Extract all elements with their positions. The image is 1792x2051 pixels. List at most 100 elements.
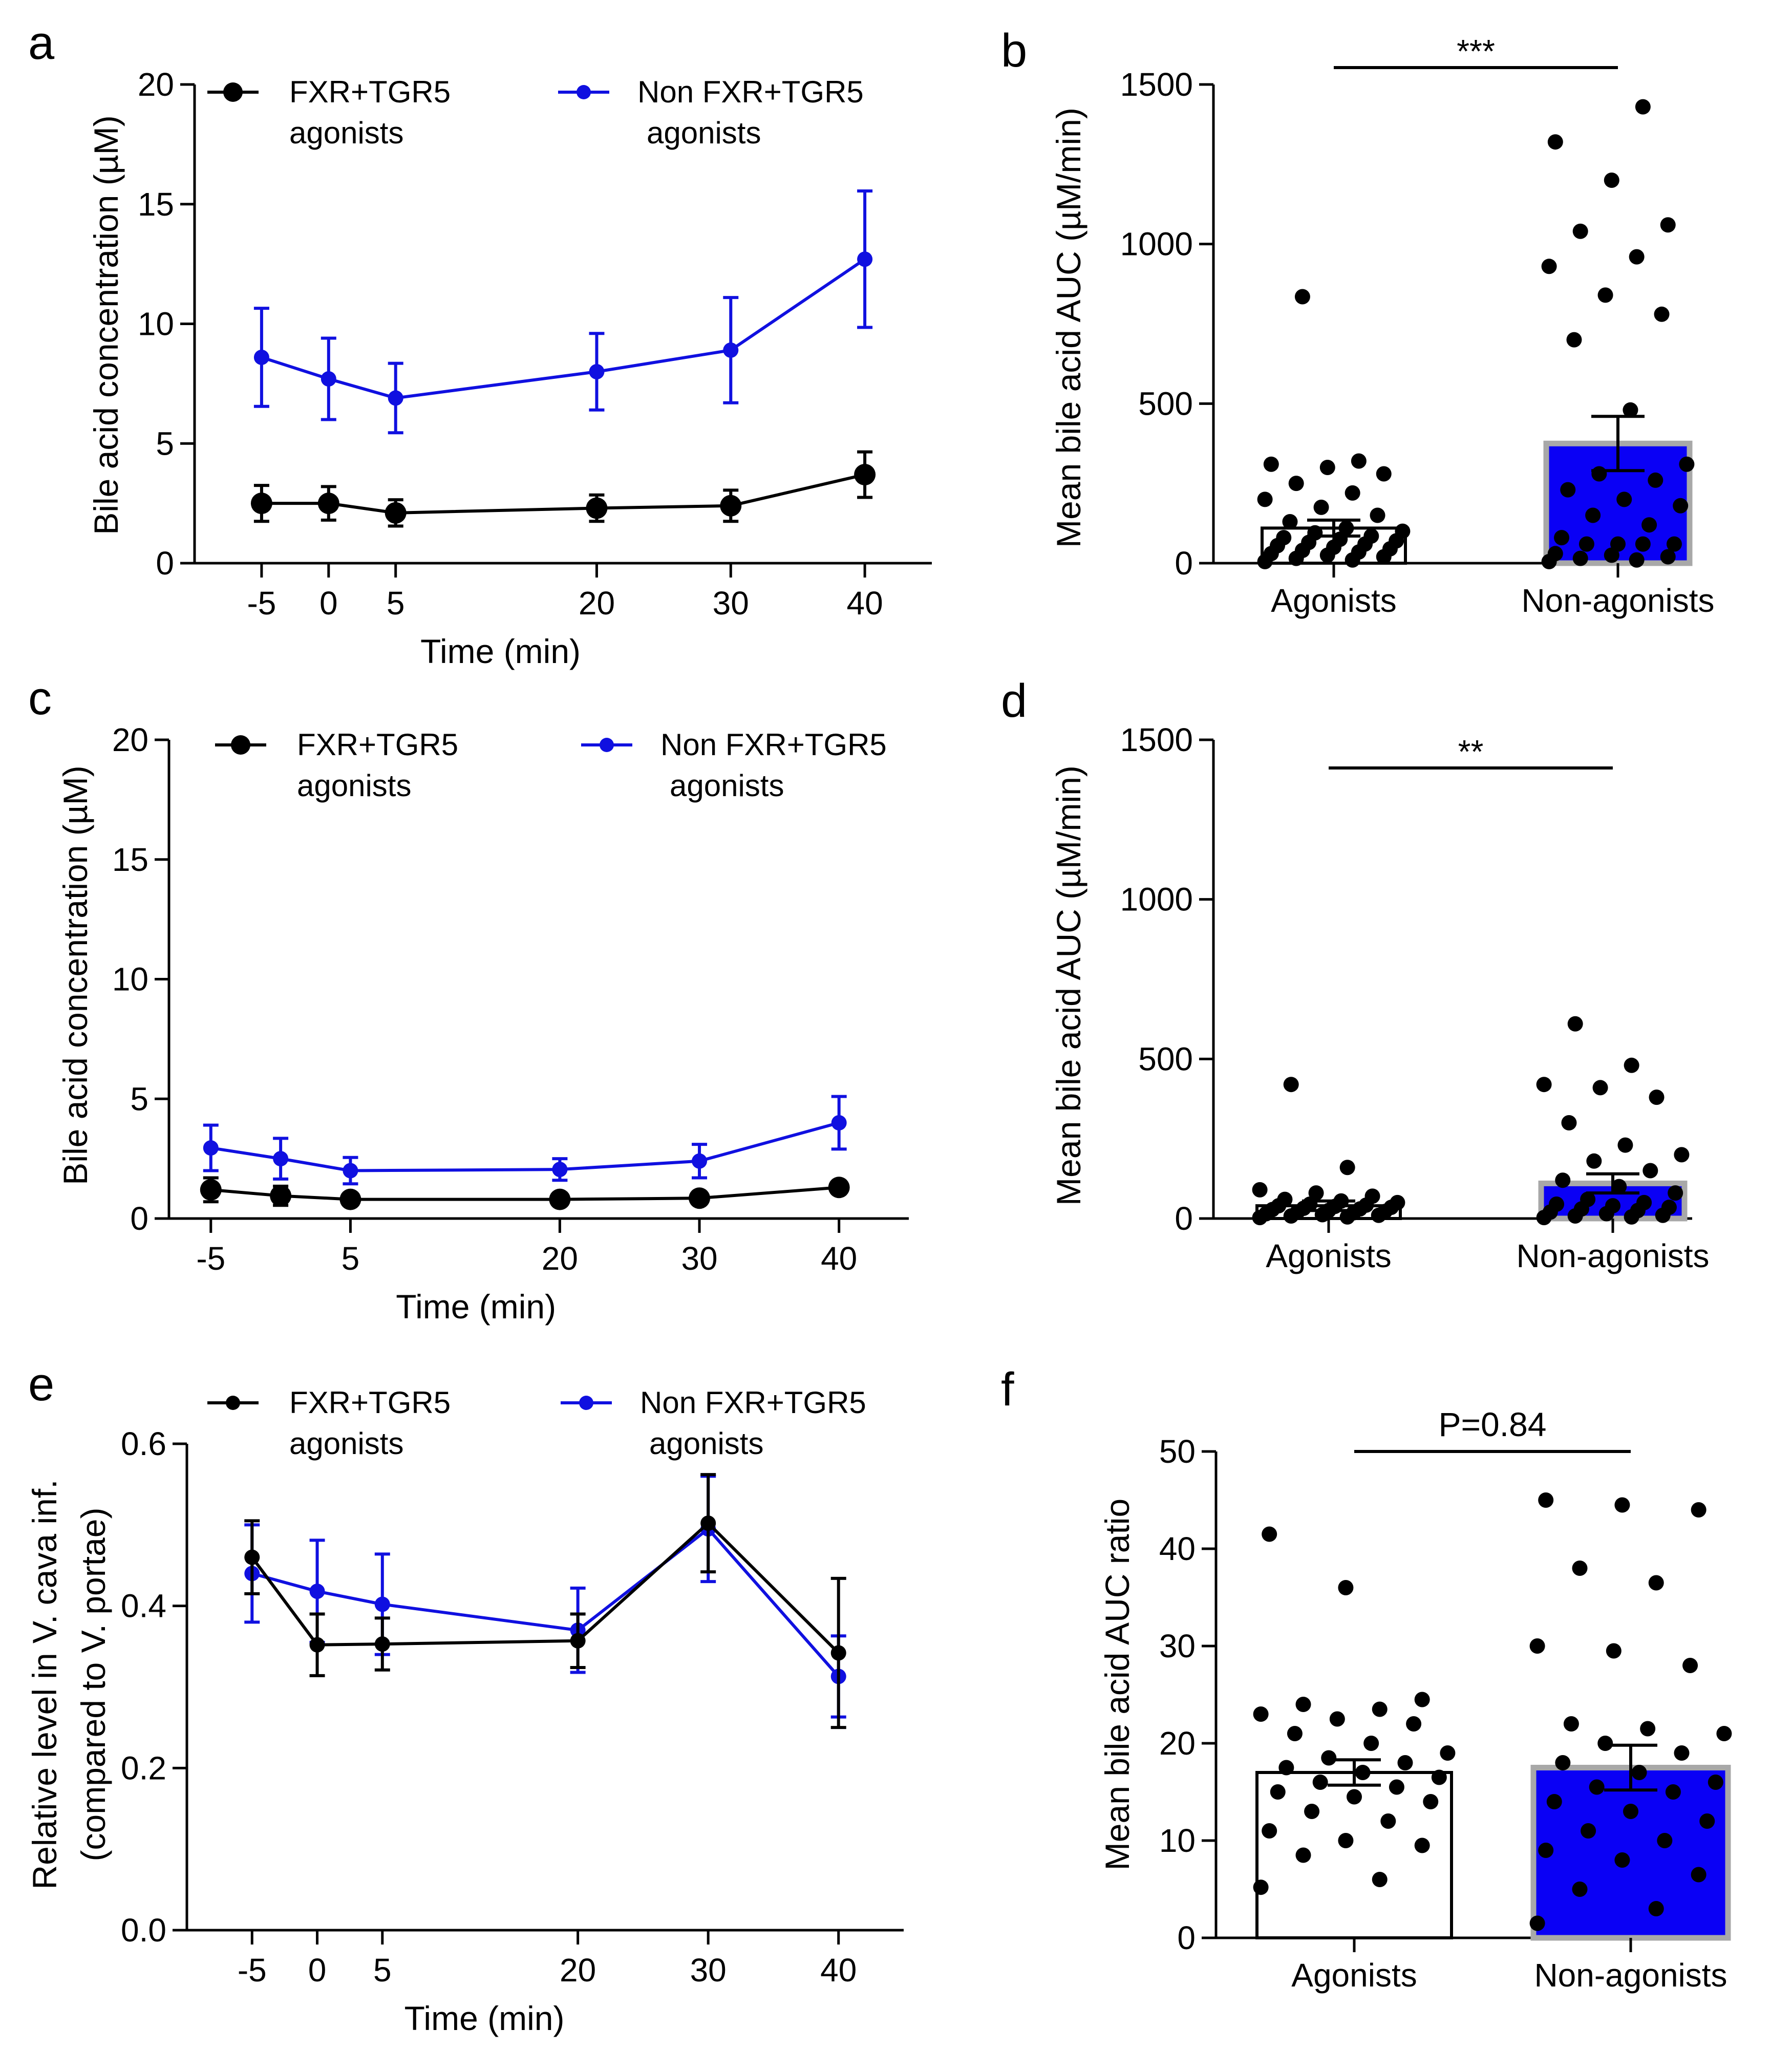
panel-a-series-non-agonists-point (253, 349, 269, 365)
panel-f-bar-non-agonists-dot (1529, 1638, 1545, 1654)
panel-a-y-tick-label: 0 (156, 545, 174, 582)
panel-f-bar-agonists-dot (1312, 1775, 1328, 1790)
panel-f-bar-agonists-dot (1270, 1784, 1286, 1800)
panel-b-bar-agonists-dot (1257, 492, 1273, 507)
panel-e-x-tick-label: 0 (308, 1952, 327, 1989)
panel-e-series-agonists-point (244, 1549, 260, 1565)
panel-d-y-tick-label: 1500 (1120, 721, 1193, 758)
panel-f-bar-agonists-dot (1397, 1755, 1413, 1770)
panel-f-bar-non-agonists-dot (1699, 1813, 1715, 1829)
panel-d-significance-label: ** (1458, 733, 1484, 770)
panel-c-y-tick-label: 15 (112, 841, 148, 878)
panel-a-y-tick-label: 15 (138, 186, 174, 223)
panel-e-y-tick-label: 0.4 (121, 1588, 166, 1625)
panel-f-bar-agonists-dot (1423, 1794, 1439, 1809)
panel-f-bar-agonists-dot (1262, 1823, 1277, 1839)
panel-d-letter: d (1001, 675, 1027, 727)
panel-c-series-agonists-point (689, 1187, 711, 1209)
panel-f-bar-agonists-dot (1295, 1697, 1311, 1712)
panel-d-y-label: Mean bile acid AUC (µM/min) (1050, 765, 1087, 1206)
panel-b-bar-agonists-dot (1288, 476, 1304, 492)
panel-f-y-tick-label: 0 (1177, 1919, 1196, 1956)
panel-e-y-label-2: (compared to V. portae) (74, 1508, 112, 1862)
panel-c-series-agonists-point (270, 1185, 292, 1207)
panel-a-legend-agonists-marker (223, 82, 243, 102)
panel-b-bar-non-agonists-dot (1660, 549, 1676, 565)
panel-b-bar-agonists-dot (1282, 514, 1298, 529)
panel-b-y-tick-label: 500 (1138, 385, 1193, 422)
panel-f-bar-non-agonists-dot (1716, 1726, 1732, 1741)
panel-f-bar-non-agonists-dot (1555, 1755, 1571, 1770)
panel-d-bar-non-agonists-dot (1624, 1057, 1639, 1073)
panel-f-bar-agonists-dot (1440, 1745, 1456, 1761)
panel-f-y-label: Mean bile acid AUC ratio (1098, 1499, 1136, 1870)
panel-d-bar-agonists-dot (1277, 1191, 1293, 1207)
panel-e-series-non-agonists-line (251, 1527, 840, 1678)
panel-e-x-tick-label: 40 (820, 1952, 857, 1989)
panel-f-bar-agonists-dot (1372, 1872, 1388, 1887)
panel-b-bar-agonists-dot (1395, 523, 1411, 539)
panel-d-bar-agonists-dot (1283, 1077, 1299, 1093)
panel-e-y-label: Relative level in V. cava inf. (26, 1480, 63, 1890)
panel-d-bar-non-agonists-dot (1555, 1172, 1571, 1188)
panel-f-bar-agonists-dot (1338, 1580, 1354, 1595)
panel-a-series-agonists-line (261, 473, 865, 515)
panel-f-bar-non-agonists-dot (1640, 1721, 1656, 1737)
panel-c-y-tick-label: 5 (130, 1080, 148, 1117)
panel-c-series-non-agonists-point (692, 1153, 708, 1169)
panel-e-series-non-agonists-point (309, 1584, 325, 1599)
panel-c-x-tick-label: 30 (681, 1240, 717, 1277)
panel-f-bar-non-agonists-dot (1648, 1901, 1664, 1916)
panel-e-series-non-agonists-point (374, 1596, 390, 1612)
panel-c-legend-non-agonists-label-2: agonists (670, 768, 784, 803)
panel-f-bar-agonists-dot (1304, 1804, 1320, 1819)
panel-f-bar-agonists-dot (1295, 1847, 1311, 1863)
panel-d-bar-agonists-dot (1252, 1182, 1268, 1198)
panel-a-series-non-agonists-point (321, 371, 336, 387)
panel-f-bar-non-agonists-dot (1691, 1502, 1706, 1518)
panel-e-legend-agonists-label: FXR+TGR5 (289, 1385, 451, 1420)
panel-b-bar-non-agonists-dot (1635, 99, 1651, 115)
panel-e-x-tick-label: -5 (238, 1952, 267, 1989)
panel-e-x-tick-label: 20 (560, 1952, 596, 1989)
panel-a-series-agonists-point (586, 497, 608, 519)
panel-e-y-tick-label: 0.2 (121, 1749, 166, 1786)
panel-d-bar-non-agonists-dot (1649, 1089, 1665, 1105)
panel-a-x-tick-label: -5 (247, 585, 276, 622)
panel-a-legend-non-agonists-marker (577, 85, 591, 99)
panel-b-bar-agonists-dot (1351, 453, 1367, 469)
panel-b-bar-agonists-dot (1376, 466, 1392, 482)
panel-c-x-tick-label: 40 (821, 1240, 857, 1277)
panel-b-bar-agonists-dot (1345, 485, 1360, 501)
panel-f-bar-agonists-dot (1414, 1692, 1430, 1707)
panel-d-bar-non-agonists-dot (1580, 1191, 1596, 1207)
panel-f-bar-agonists-dot (1321, 1750, 1337, 1766)
panel-a-series-agonists-point (385, 502, 407, 524)
panel-b-bar-non-agonists-dot (1560, 482, 1576, 498)
panel-c-x-tick-label: 5 (342, 1240, 360, 1277)
panel-b-bar-agonists-dot (1313, 499, 1329, 515)
panel-d-y-tick-label: 500 (1138, 1040, 1193, 1077)
panel-a-legend-non-agonists-label: Non FXR+TGR5 (637, 75, 864, 109)
panel-e-x-label: Time (min) (404, 1999, 565, 2037)
panel-a-x-label: Time (min) (420, 632, 581, 670)
panel-b-bar-non-agonists-dot (1666, 536, 1682, 552)
panel-c-legend-non-agonists-marker (600, 738, 614, 752)
panel-b-bar-non-agonists-dot (1541, 259, 1557, 274)
panel-b-bar-agonists-dot (1294, 289, 1310, 305)
panel-b-bar-non-agonists-dot (1616, 492, 1632, 507)
panel-a-x-tick-label: 0 (319, 585, 338, 622)
panel-a-legend-agonists-label: FXR+TGR5 (289, 75, 451, 109)
panel-b-category-label: Non-agonists (1521, 582, 1714, 619)
panel-e-x-tick-label: 30 (690, 1952, 727, 1989)
panel-f-bar-agonists-dot (1287, 1726, 1303, 1741)
panel-f-category-label: Agonists (1291, 1957, 1417, 1994)
panel-d-bar-non-agonists-dot (1549, 1196, 1565, 1212)
panel-c-legend-agonists-marker (231, 735, 250, 755)
panel-f-bar-agonists-dot (1347, 1789, 1362, 1805)
panel-f-bar-non-agonists-dot (1614, 1852, 1630, 1868)
panel-d-bar-non-agonists-dot (1561, 1115, 1577, 1130)
panel-a-y-label: Bile acid concentration (µM) (87, 115, 125, 535)
panel-f-bar-non-agonists-dot (1546, 1794, 1562, 1809)
panel-b-y-tick-label: 1000 (1120, 226, 1193, 263)
